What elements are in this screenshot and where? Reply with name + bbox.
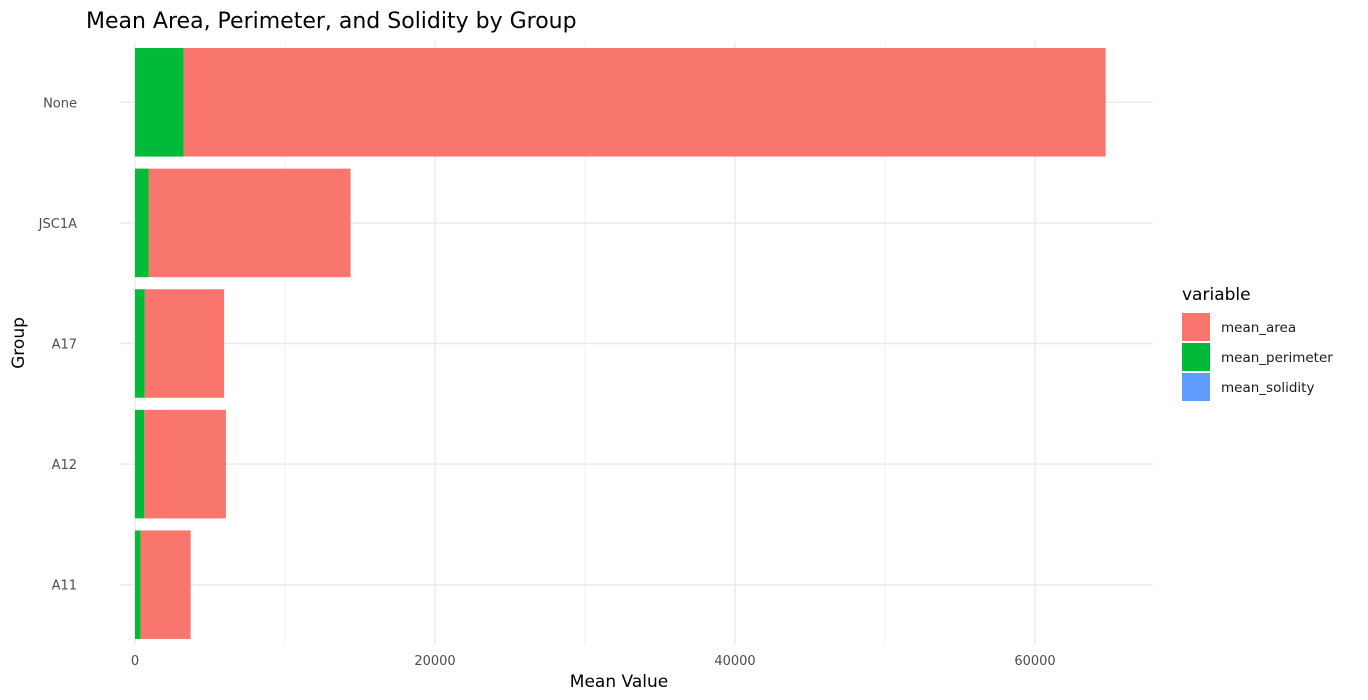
bar-mean-area-jsc1a xyxy=(148,168,351,278)
legend-key-mean-area xyxy=(1182,313,1210,341)
chart-title: Mean Area, Perimeter, and Solidity by Gr… xyxy=(86,9,577,34)
bars-layer xyxy=(135,48,1106,639)
bar-mean-area-a11 xyxy=(140,530,191,639)
x-axis-title: Mean Value xyxy=(570,672,668,692)
y-tick-label: A17 xyxy=(52,338,77,353)
x-tick-label: 40000 xyxy=(714,654,755,669)
x-tick-label: 60000 xyxy=(1014,654,1055,669)
bar-mean-perimeter-jsc1a xyxy=(135,168,149,278)
x-tick-label: 20000 xyxy=(414,654,455,669)
y-tick-label: None xyxy=(43,96,77,111)
bar-mean-area-a17 xyxy=(144,289,225,398)
x-tick-label: 0 xyxy=(131,654,139,669)
y-axis-ticks: A11 A12 A17 JSC1A None xyxy=(38,96,77,593)
legend-label: mean_solidity xyxy=(1221,380,1314,396)
bar-mean-perimeter-a12 xyxy=(135,409,145,519)
y-tick-label: A11 xyxy=(52,579,77,594)
legend: variable mean_area mean_perimeter mean_sol… xyxy=(1182,285,1333,401)
y-tick-label: A12 xyxy=(52,458,77,473)
legend-key-mean-solidity xyxy=(1182,373,1210,401)
bar-mean-perimeter-a11 xyxy=(135,530,141,639)
y-tick-label: JSC1A xyxy=(38,217,77,232)
legend-label: mean_area xyxy=(1221,320,1296,336)
y-axis-title: Group xyxy=(9,317,29,369)
bar-mean-area-none xyxy=(183,48,1106,157)
x-axis-ticks: 0 20000 40000 60000 xyxy=(131,654,1056,669)
bar-mean-area-a12 xyxy=(144,409,226,519)
legend-title: variable xyxy=(1182,285,1251,305)
bar-mean-perimeter-none xyxy=(135,48,184,157)
legend-key-mean-perimeter xyxy=(1182,343,1210,371)
bar-mean-perimeter-a17 xyxy=(135,289,145,398)
legend-label: mean_perimeter xyxy=(1221,350,1333,366)
